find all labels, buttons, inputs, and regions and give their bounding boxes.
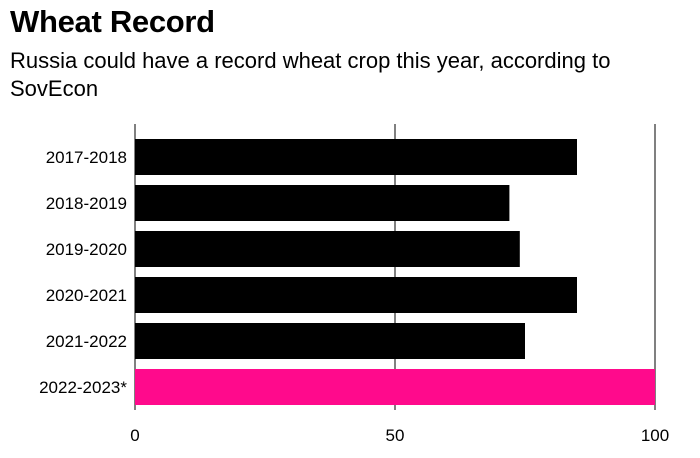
x-tick-label: 50 xyxy=(386,426,405,445)
bar xyxy=(135,185,510,221)
category-label: 2018-2019 xyxy=(46,194,127,213)
category-labels: 2017-2018 2018-2019 2019-2020 2020-2021 2021… xyxy=(39,148,127,397)
category-label: 2022-2023* xyxy=(39,378,127,397)
bar xyxy=(135,139,577,175)
chart-subtitle: Russia could have a record wheat crop th… xyxy=(10,48,611,101)
x-tick-label: 100 xyxy=(641,426,669,445)
x-tick-label: 0 xyxy=(130,426,139,445)
bar xyxy=(135,277,577,313)
category-label: 2020-2021 xyxy=(46,286,127,305)
chart-title: Wheat Record xyxy=(10,4,215,39)
bar xyxy=(135,323,525,359)
category-label: 2021-2022 xyxy=(46,332,127,351)
bar xyxy=(135,369,655,405)
x-axis-tick-labels: 0 50 100 xyxy=(130,426,669,445)
category-label: 2019-2020 xyxy=(46,240,127,259)
bar xyxy=(135,231,520,267)
bars xyxy=(135,139,655,405)
category-label: 2017-2018 xyxy=(46,148,127,167)
